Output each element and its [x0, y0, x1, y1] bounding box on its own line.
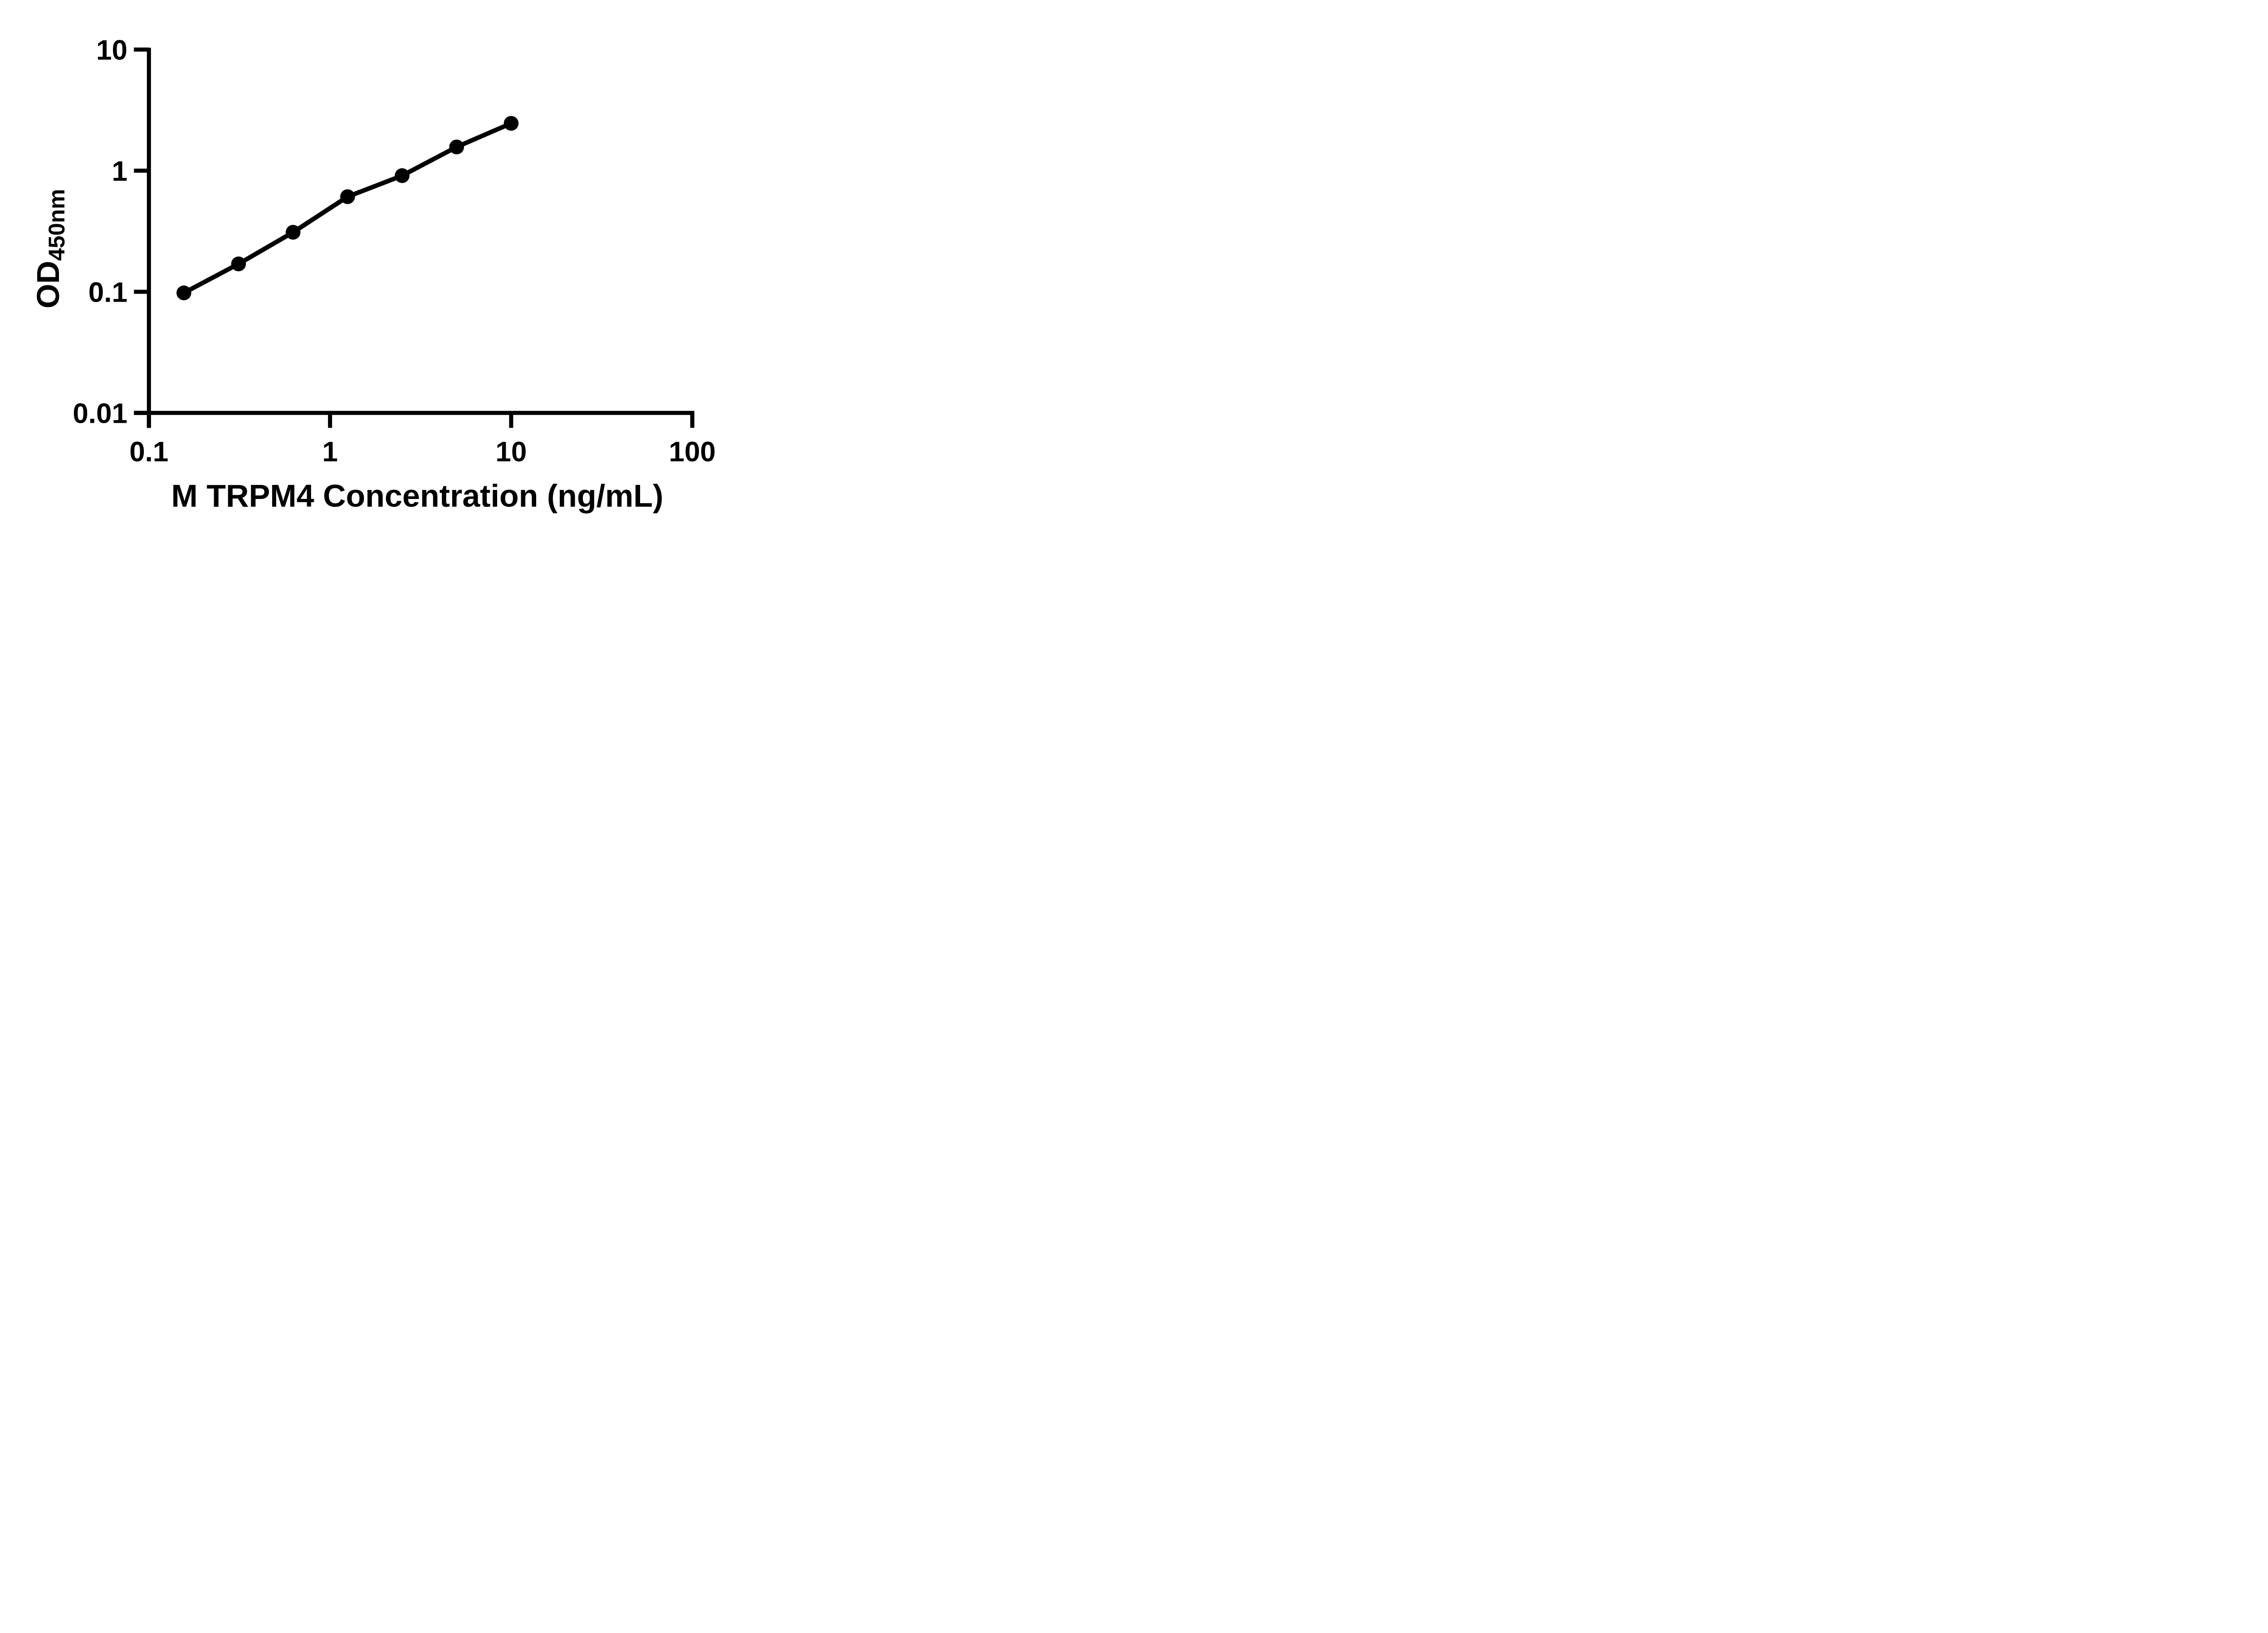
x-tick-label: 100	[669, 436, 715, 468]
data-point	[231, 256, 246, 272]
y-tick-label: 0.1	[88, 277, 127, 308]
y-tick-label: 0.01	[73, 398, 127, 429]
x-axis-title: M TRPM4 Concentration (ng/mL)	[171, 478, 664, 513]
x-tick-label: 10	[495, 436, 527, 468]
data-series-layer	[176, 116, 519, 300]
y-axis-title-sub: 450nm	[44, 189, 69, 261]
y-axis-title: OD450nm	[30, 189, 69, 308]
x-tick-label: 1	[322, 436, 337, 468]
data-point	[176, 285, 191, 300]
data-point	[285, 225, 301, 240]
y-axis-title-main: OD	[30, 261, 66, 308]
y-tick-label: 1	[112, 156, 127, 187]
elisa-standard-curve-figure: 0.1 1 10 100 10 1 0.1 0.01 M TRPM4 Concentratio…	[0, 0, 777, 544]
data-point	[449, 139, 464, 155]
data-point	[340, 189, 355, 204]
y-tick-label: 10	[96, 34, 127, 66]
data-point	[503, 116, 519, 131]
x-tick-label: 0.1	[129, 436, 168, 468]
data-point	[395, 168, 410, 183]
